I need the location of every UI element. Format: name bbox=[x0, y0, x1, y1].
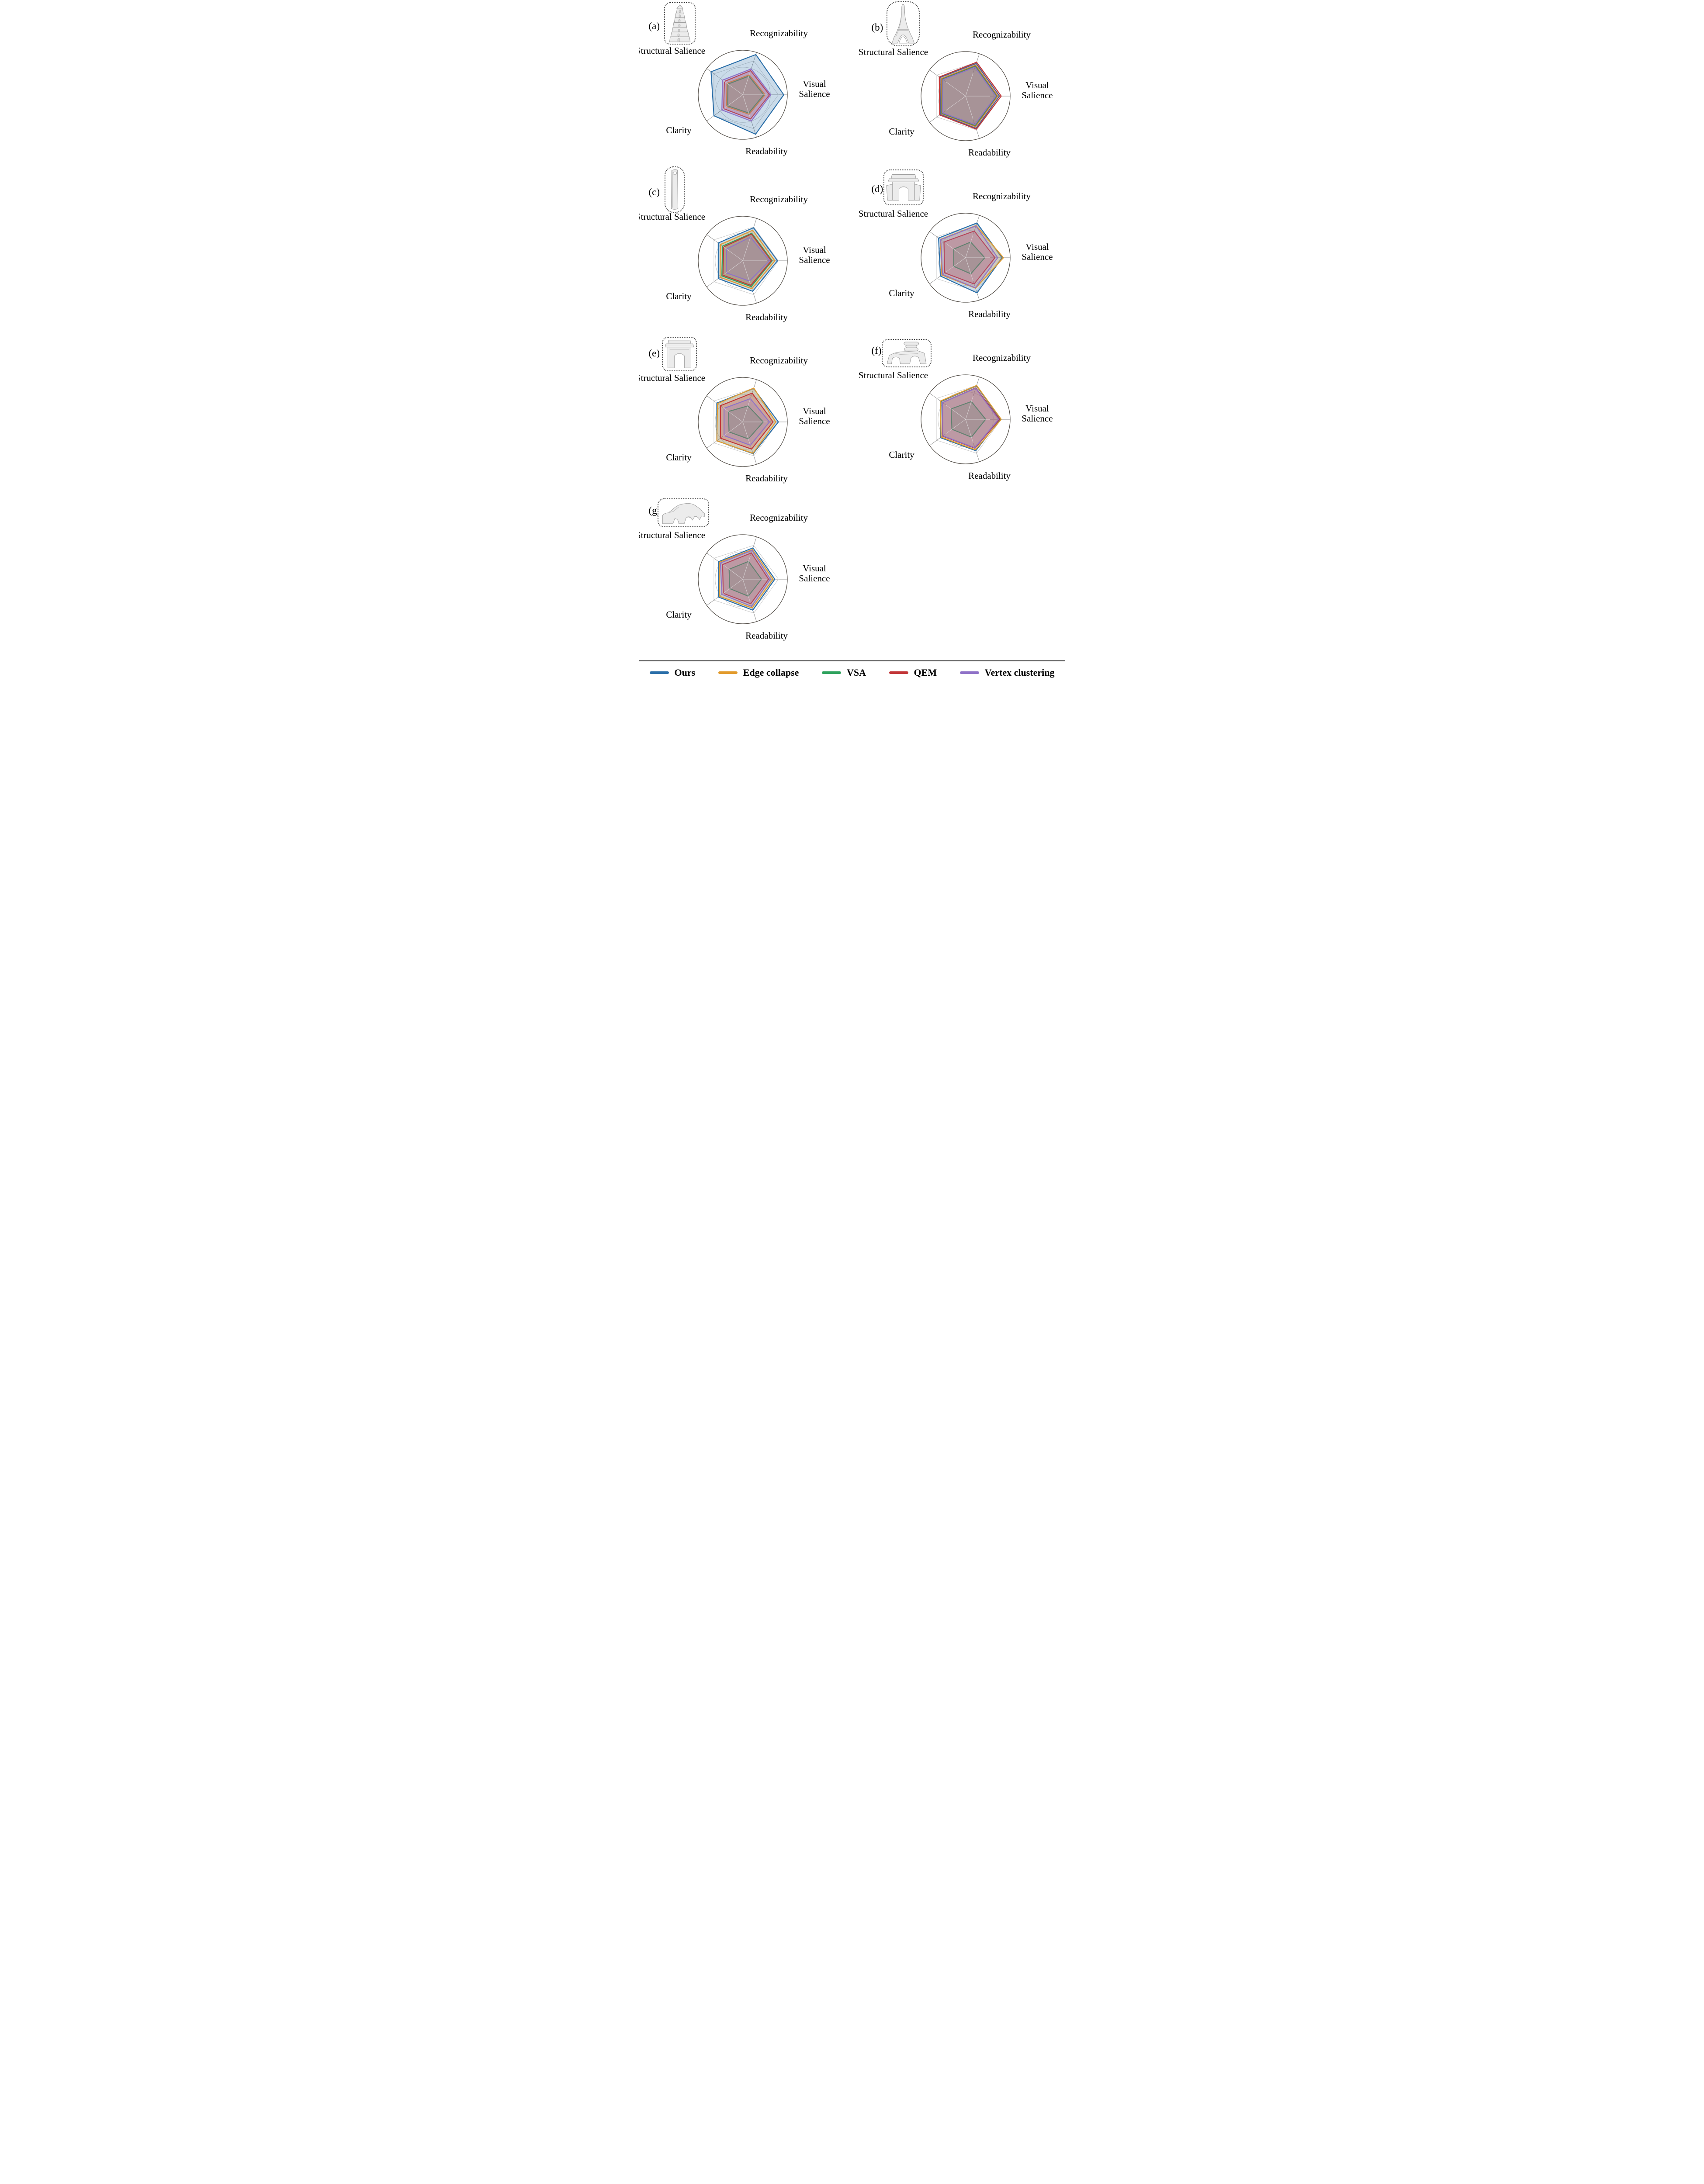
monolith-column-icon bbox=[671, 169, 678, 210]
axis-label-readability: Readability bbox=[968, 470, 1011, 481]
legend-item-qem: QEM bbox=[889, 667, 937, 678]
chart-panel-a: (a) Recognizability Visual Salience Read… bbox=[639, 18, 850, 172]
pagoda-thumbnail bbox=[664, 2, 696, 45]
axis-label-clarity: Clarity bbox=[889, 126, 914, 137]
chart-panel-c: (c) Recognizability Visual Salience Read… bbox=[639, 184, 850, 338]
qem-line-swatch bbox=[889, 671, 908, 674]
rock-ridge-thumbnail bbox=[657, 498, 709, 527]
axis-label-recognizability: Recognizability bbox=[750, 28, 808, 38]
axis-label-readability: Readability bbox=[745, 630, 788, 641]
axis-label-clarity: Clarity bbox=[666, 291, 692, 301]
legend-item-vsa: VSA bbox=[821, 667, 866, 678]
axis-label-recognizability: Recognizability bbox=[973, 352, 1031, 363]
radar-chart bbox=[920, 213, 1011, 303]
gate-monument-thumbnail bbox=[883, 169, 924, 205]
axis-label-recognizability: Recognizability bbox=[973, 191, 1031, 201]
chart-panel-e: (e) Recognizability Visual Salience Read… bbox=[639, 345, 850, 499]
chart-panel-d: (d) Recognizability Visual Salience Read… bbox=[859, 181, 1065, 335]
legend-item-edge-collapse: Edge collapse bbox=[718, 667, 799, 678]
legend: Ours Edge collapse VSA QEM Vertex cluste… bbox=[639, 660, 1065, 678]
legend-label: Edge collapse bbox=[743, 667, 799, 678]
axis-label-visual-salience: Visual Salience bbox=[799, 406, 830, 427]
radar-chart bbox=[697, 377, 788, 467]
radar-chart bbox=[697, 534, 788, 624]
figure-page: (a) Recognizability Visual Salience Read… bbox=[639, 0, 1065, 689]
axis-label-structural-salience: Structural Salience bbox=[639, 530, 706, 540]
axis-label-readability: Readability bbox=[745, 312, 788, 322]
rock-ridge-icon bbox=[662, 503, 705, 524]
chart-panel-g: (g) Recognizability Visual Salience Read… bbox=[639, 502, 850, 656]
axis-label-structural-salience: Structural Salience bbox=[858, 208, 928, 219]
ours-line-swatch bbox=[649, 671, 669, 674]
panel-label: (b) bbox=[871, 22, 883, 33]
legend-label: Vertex clustering bbox=[984, 667, 1055, 678]
panel-label: (a) bbox=[648, 21, 660, 31]
legend-label: VSA bbox=[846, 667, 866, 678]
axis-label-recognizability: Recognizability bbox=[750, 194, 808, 204]
eiffel-tower-thumbnail bbox=[886, 1, 920, 46]
axis-label-visual-salience: Visual Salience bbox=[1022, 403, 1053, 424]
axis-label-structural-salience: Structural Salience bbox=[858, 47, 928, 57]
axis-label-clarity: Clarity bbox=[666, 609, 692, 620]
arch-monument-icon bbox=[664, 340, 694, 368]
legend-label: Ours bbox=[674, 667, 696, 678]
axis-label-clarity: Clarity bbox=[666, 452, 692, 463]
edge-collapse-line-swatch bbox=[718, 671, 738, 674]
radar-chart bbox=[697, 216, 788, 306]
axis-label-structural-salience: Structural Salience bbox=[858, 370, 928, 380]
radar-chart bbox=[920, 374, 1011, 464]
axis-label-structural-salience: Structural Salience bbox=[639, 211, 706, 222]
axis-label-visual-salience: Visual Salience bbox=[799, 79, 830, 100]
axis-label-recognizability: Recognizability bbox=[973, 29, 1031, 40]
monolith-column-thumbnail bbox=[664, 166, 685, 213]
axis-label-visual-salience: Visual Salience bbox=[1022, 80, 1053, 101]
panel-label: (c) bbox=[648, 187, 660, 197]
axis-label-visual-salience: Visual Salience bbox=[1022, 242, 1053, 263]
axis-label-readability: Readability bbox=[745, 473, 788, 484]
axis-label-clarity: Clarity bbox=[889, 288, 914, 298]
axis-label-structural-salience: Structural Salience bbox=[639, 45, 706, 56]
arch-monument-thumbnail bbox=[662, 337, 697, 371]
vertex-clustering-line-swatch bbox=[959, 671, 979, 674]
vsa-line-swatch bbox=[821, 671, 841, 674]
eiffel-tower-icon bbox=[891, 4, 914, 44]
panel-label: (f) bbox=[871, 345, 882, 356]
tiered-arch-gate-thumbnail bbox=[881, 339, 932, 367]
tiered-arch-gate-icon bbox=[887, 342, 926, 364]
axis-label-structural-salience: Structural Salience bbox=[639, 373, 706, 383]
axis-label-readability: Readability bbox=[745, 146, 788, 156]
axis-label-visual-salience: Visual Salience bbox=[799, 563, 830, 584]
pagoda-icon bbox=[669, 4, 690, 42]
panel-label: (e) bbox=[648, 348, 660, 359]
axis-label-clarity: Clarity bbox=[889, 449, 914, 460]
legend-label: QEM bbox=[914, 667, 937, 678]
axis-label-recognizability: Recognizability bbox=[750, 355, 808, 366]
axis-label-recognizability: Recognizability bbox=[750, 512, 808, 523]
chart-panel-f: (f) Recognizability Visual Salience Read… bbox=[859, 342, 1065, 496]
radar-chart bbox=[920, 51, 1011, 141]
axis-label-clarity: Clarity bbox=[666, 125, 692, 135]
legend-item-vertex-clustering: Vertex clustering bbox=[959, 667, 1055, 678]
axis-label-readability: Readability bbox=[968, 147, 1011, 158]
radar-chart bbox=[697, 50, 788, 140]
axis-label-visual-salience: Visual Salience bbox=[799, 245, 830, 266]
panel-label: (d) bbox=[871, 183, 883, 194]
chart-panel-b: (b) Recognizability Visual Salience Read… bbox=[859, 19, 1065, 173]
gate-monument-icon bbox=[886, 174, 921, 200]
legend-item-ours: Ours bbox=[649, 667, 696, 678]
axis-label-readability: Readability bbox=[968, 309, 1011, 319]
